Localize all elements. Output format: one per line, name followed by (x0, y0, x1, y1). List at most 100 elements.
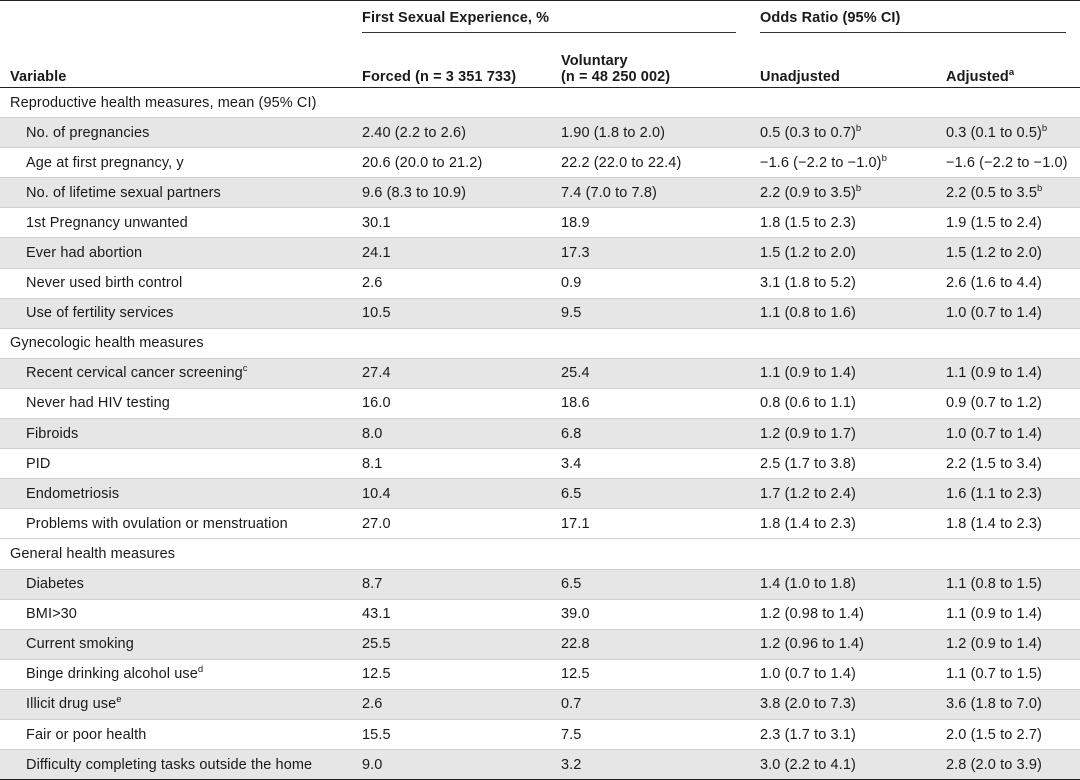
unadjusted-cell: 1.1 (0.8 to 1.6) (750, 298, 936, 329)
voluntary-cell-text: 39.0 (561, 606, 590, 623)
table-row: Never used birth control 2.6 0.9 3.1 (1.8 t… (0, 268, 1080, 299)
adjusted-cell: 1.1 (0.8 to 1.5) (936, 569, 1080, 600)
forced-cell-text: 2.40 (2.2 to 2.6) (362, 124, 467, 141)
variable-cell-text: Binge drinking alcohol use (26, 666, 198, 683)
adjusted-cell: 2.2 (1.5 to 3.4) (936, 448, 1080, 480)
unadjusted-cell: 3.1 (1.8 to 5.2) (750, 268, 936, 299)
column-header-unadjusted: Unadjusted (750, 35, 936, 88)
unadjusted-cell: 1.1 (0.9 to 1.4) (750, 358, 936, 389)
adjusted-cell: 1.5 (1.2 to 2.0) (936, 237, 1080, 269)
voluntary-cell: 7.5 (551, 719, 750, 751)
adjusted-cell: 2.0 (1.5 to 2.7) (936, 719, 1080, 751)
adjusted-cell: −1.6 (−2.2 to −1.0) (936, 147, 1080, 179)
adjusted-label: Adjusted (946, 69, 1009, 85)
variable-cell-text: Fair or poor health (26, 726, 147, 743)
unadjusted-cell: 1.2 (0.98 to 1.4) (750, 599, 936, 630)
voluntary-cell: 22.8 (551, 629, 750, 660)
table-row: Current smoking 25.5 22.8 1.2 (0.96 to 1.4)… (0, 629, 1080, 660)
voluntary-cell-text: 0.7 (561, 696, 582, 713)
adjusted-cell-text: −1.6 (−2.2 to −1.0) (946, 154, 1068, 171)
table-row: Difficulty completing tasks outside the … (0, 749, 1080, 780)
variable-cell-text: Illicit drug use (26, 696, 117, 713)
voluntary-cell-text: 0.9 (561, 275, 582, 292)
forced-cell: 25.5 (352, 629, 551, 660)
column-header-adjusted: Adjusteda (936, 35, 1080, 88)
unadjusted-cell-text: 2.3 (1.7 to 3.1) (760, 726, 856, 743)
adjusted-cell-text: 1.5 (1.2 to 2.0) (946, 245, 1042, 262)
forced-cell: 9.0 (352, 749, 551, 780)
voluntary-label-line1: Voluntary (561, 53, 628, 69)
unadjusted-cell-text: 3.0 (2.2 to 4.1) (760, 756, 856, 773)
unadjusted-cell: 1.0 (0.7 to 1.4) (750, 659, 936, 690)
header-row-columns: Variable Forced (n = 3 351 733) Voluntar… (0, 35, 1080, 88)
voluntary-cell-text: 1.90 (1.8 to 2.0) (561, 124, 666, 141)
forced-cell-text: 8.0 (362, 425, 383, 442)
variable-cell: Endometriosis (0, 478, 352, 510)
voluntary-cell: 18.9 (551, 207, 750, 239)
variable-cell-text: No. of pregnancies (26, 124, 150, 141)
voluntary-cell: 39.0 (551, 599, 750, 630)
variable-cell: 1st Pregnancy unwanted (0, 207, 352, 239)
table-row: Never had HIV testing 16.0 18.6 0.8 (0.6 to… (0, 388, 1080, 420)
forced-cell: 15.5 (352, 719, 551, 751)
voluntary-cell-text: 3.4 (561, 455, 582, 472)
forced-cell-text: 25.5 (362, 636, 391, 653)
forced-cell-text: 15.5 (362, 726, 391, 743)
unadjusted-cell-text: 1.2 (0.98 to 1.4) (760, 606, 865, 623)
variable-cell: PID (0, 448, 352, 480)
unadjusted-cell-text: 0.5 (0.3 to 0.7) (760, 124, 856, 141)
variable-cell-text: BMI>30 (26, 606, 77, 623)
unadjusted-cell-text: 2.2 (0.9 to 3.5) (760, 184, 856, 201)
variable-cell-text: Problems with ovulation or menstruation (26, 515, 288, 532)
section-header-row: Reproductive health measures, mean (95% … (0, 87, 1080, 119)
unadjusted-cell: −1.6 (−2.2 to −1.0)b (750, 147, 936, 179)
variable-cell-text: Difficulty completing tasks outside the … (26, 756, 313, 773)
forced-cell-text: 10.4 (362, 485, 391, 502)
table-row: Fair or poor health 15.5 7.5 2.3 (1.7 to 3.… (0, 719, 1080, 751)
voluntary-cell-text: 9.5 (561, 305, 582, 322)
unadjusted-cell: 1.2 (0.9 to 1.7) (750, 418, 936, 450)
table-row: Ever had abortion 24.1 17.3 1.5 (1.2 to 2.0… (0, 237, 1080, 269)
forced-cell-text: 9.6 (8.3 to 10.9) (362, 184, 467, 201)
unadjusted-cell: 1.5 (1.2 to 2.0) (750, 237, 936, 269)
forced-cell: 27.4 (352, 358, 551, 389)
footnote-marker: b (1041, 122, 1048, 134)
adjusted-cell-text: 1.6 (1.1 to 2.3) (946, 485, 1042, 502)
forced-cell: 10.4 (352, 478, 551, 510)
forced-cell: 24.1 (352, 237, 551, 269)
table-row: Binge drinking alcohol used 12.5 12.5 1.0 (… (0, 659, 1080, 690)
forced-cell: 43.1 (352, 599, 551, 630)
forced-cell-text: 9.0 (362, 756, 383, 773)
variable-cell: BMI>30 (0, 599, 352, 630)
section-title: General health measures (0, 538, 1080, 570)
footnote-marker: d (197, 664, 204, 676)
forced-cell: 16.0 (352, 388, 551, 420)
forced-cell-text: 43.1 (362, 606, 391, 623)
forced-cell-text: 12.5 (362, 666, 391, 683)
unadjusted-cell-text: 3.1 (1.8 to 5.2) (760, 275, 856, 292)
voluntary-cell-text: 6.8 (561, 425, 582, 442)
voluntary-cell: 25.4 (551, 358, 750, 389)
table-row: Age at first pregnancy, y 20.6 (20.0 to 2… (0, 147, 1080, 179)
adjusted-cell-text: 1.0 (0.7 to 1.4) (946, 305, 1042, 322)
table-row: Problems with ovulation or menstruation 2… (0, 508, 1080, 540)
forced-cell: 8.7 (352, 569, 551, 600)
forced-cell-text: 27.0 (362, 515, 391, 532)
footnote-marker: a (1008, 67, 1015, 79)
unadjusted-cell-text: 1.8 (1.4 to 2.3) (760, 515, 856, 532)
adjusted-cell: 1.9 (1.5 to 2.4) (936, 207, 1080, 239)
header-row-groups: First Sexual Experience, % Odds Ratio (9… (0, 0, 1080, 35)
adjusted-cell-text: 2.8 (2.0 to 3.9) (946, 756, 1042, 773)
adjusted-cell-text: 3.6 (1.8 to 7.0) (946, 696, 1042, 713)
variable-cell-text: Current smoking (26, 636, 134, 653)
adjusted-cell: 1.0 (0.7 to 1.4) (936, 418, 1080, 450)
adjusted-cell: 1.6 (1.1 to 2.3) (936, 478, 1080, 510)
unadjusted-cell: 1.8 (1.5 to 2.3) (750, 207, 936, 239)
variable-cell: Age at first pregnancy, y (0, 147, 352, 179)
adjusted-cell-text: 2.2 (1.5 to 3.4) (946, 455, 1042, 472)
adjusted-cell: 2.6 (1.6 to 4.4) (936, 268, 1080, 299)
variable-cell: Binge drinking alcohol used (0, 659, 352, 690)
voluntary-cell-text: 17.1 (561, 515, 590, 532)
unadjusted-cell-text: 1.4 (1.0 to 1.8) (760, 576, 856, 593)
voluntary-cell-text: 12.5 (561, 666, 590, 683)
